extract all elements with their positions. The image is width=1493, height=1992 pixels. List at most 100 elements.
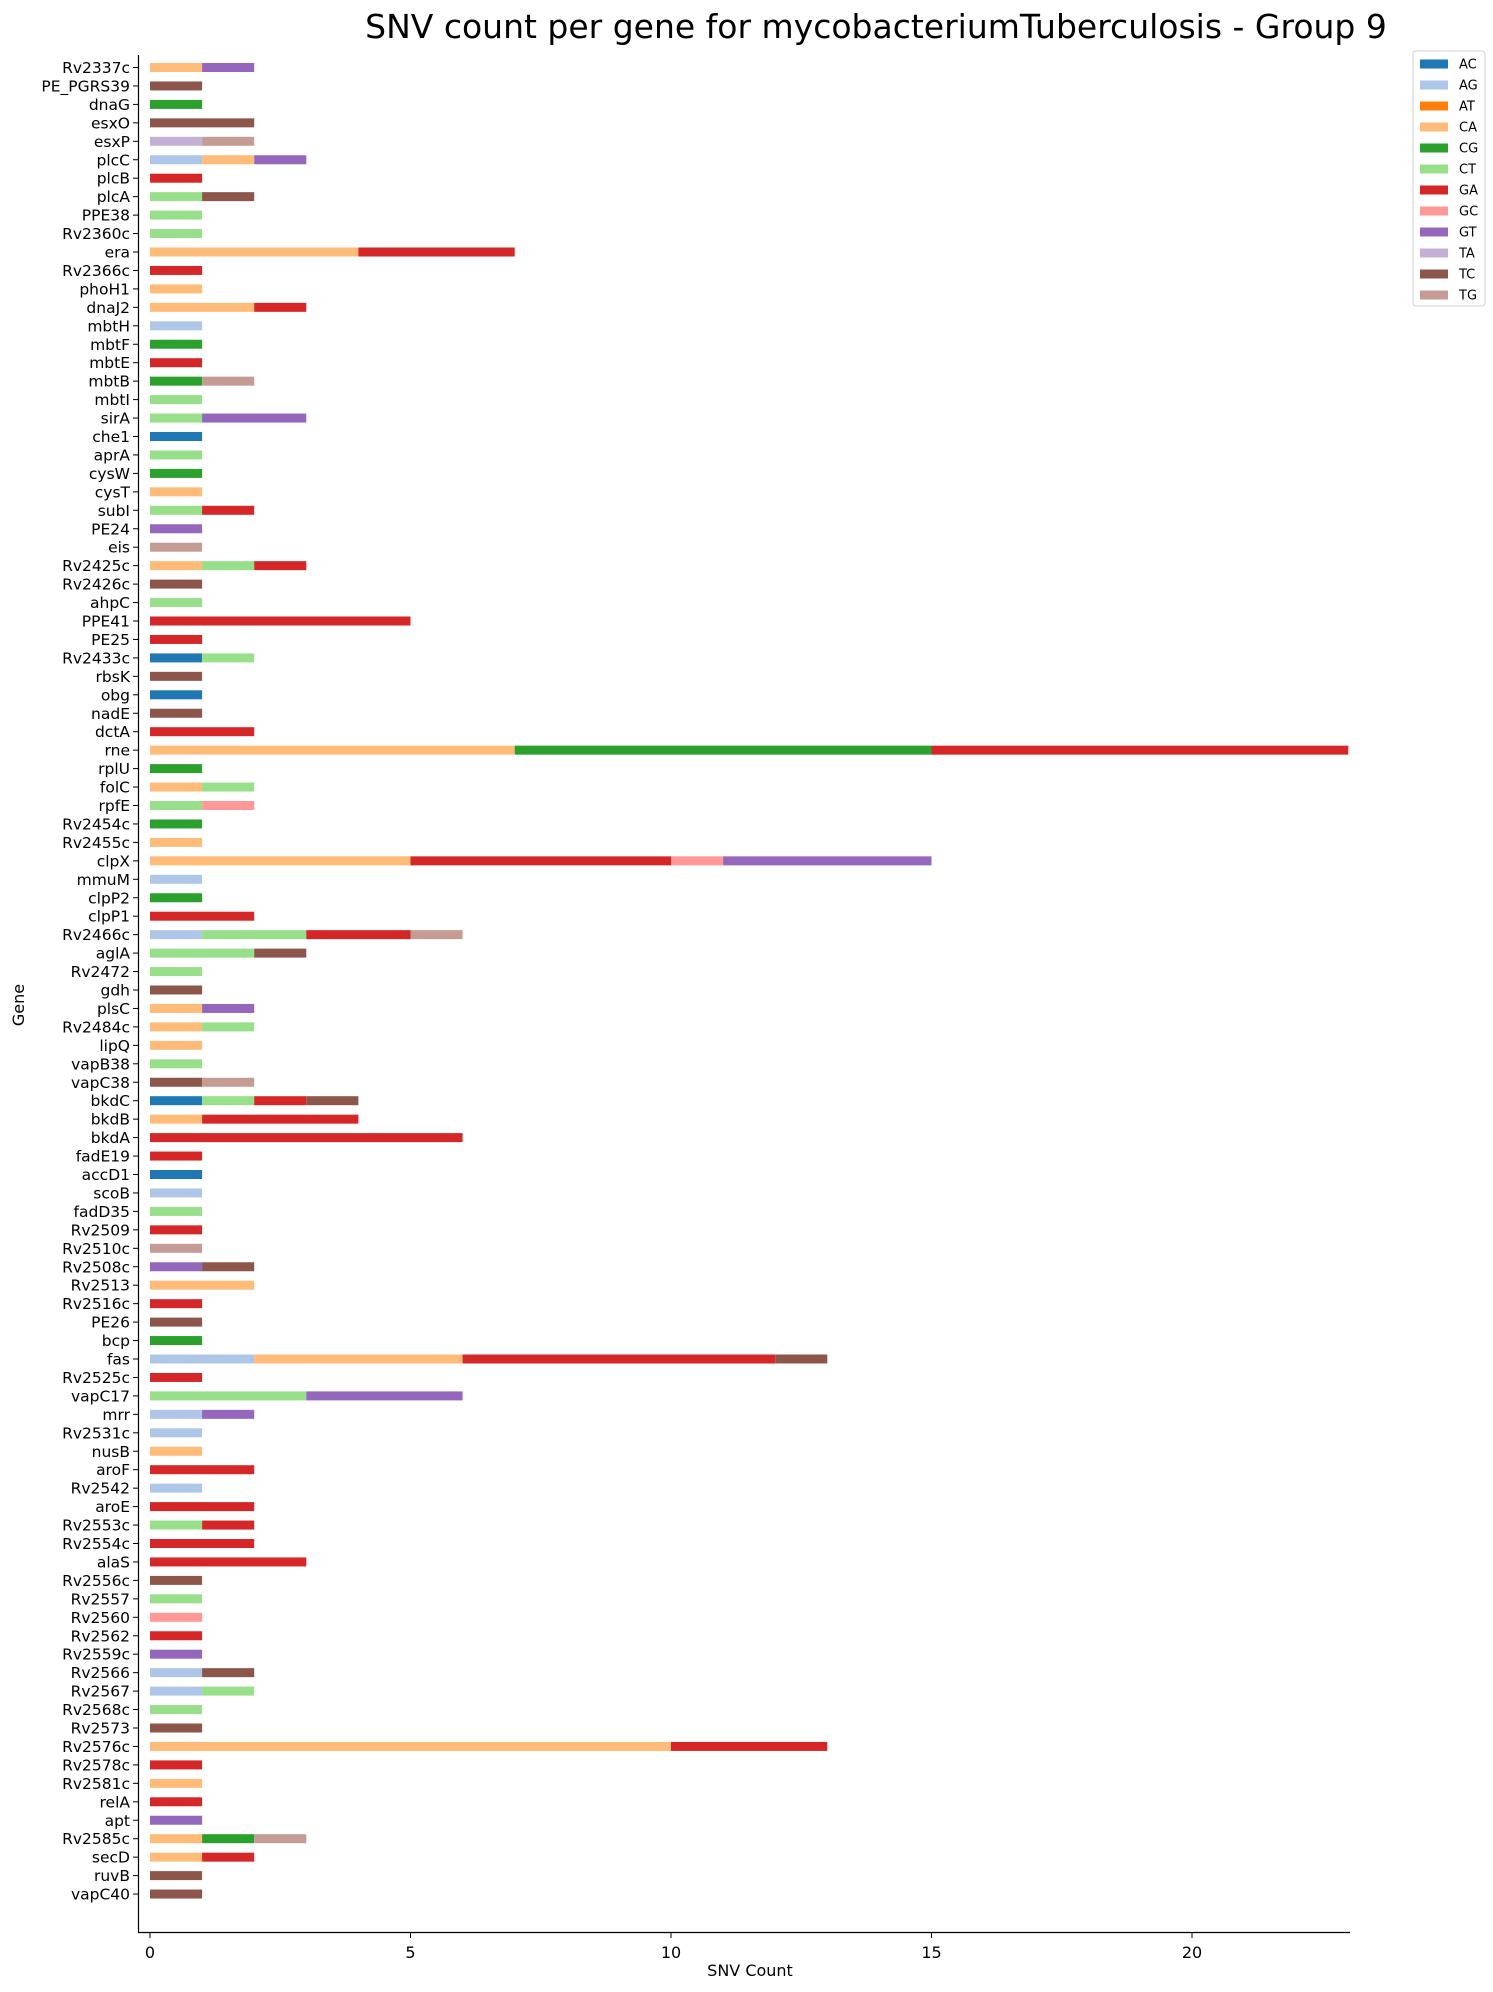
bar-segment-mbtE-GA: [150, 358, 203, 368]
y-tick-label: clpP1: [88, 908, 130, 926]
bar-segment-mbtB-CG: [150, 376, 203, 386]
bar-segment-cysT-CA: [150, 487, 203, 497]
y-tick-label: Rv2566: [71, 1664, 130, 1682]
y-tick-label: PE26: [91, 1314, 130, 1332]
bar-segment-aroE-GA: [150, 1502, 255, 1512]
y-tick-label: Rv2513: [71, 1277, 130, 1295]
y-tick-label: apt: [105, 1812, 130, 1830]
y-tick-label: PE25: [91, 631, 130, 649]
y-tick-label: Rv2516c: [62, 1295, 130, 1313]
y-tick-label: sirA: [101, 410, 131, 428]
bar-segment-phoH1-CA: [150, 284, 203, 294]
y-tick-label: accD1: [82, 1166, 130, 1184]
bar-segment-Rv2531c-AG: [150, 1428, 203, 1438]
bar-segment-plcA-TC: [202, 192, 255, 202]
bar-segment-fadE19-GA: [150, 1151, 203, 1161]
bar-segment-nadE-TC: [150, 708, 203, 718]
bar-segment-vapC40-TC: [150, 1889, 203, 1899]
y-tick-label: mmuM: [77, 871, 130, 889]
bar-segment-Rv2425c-GA: [254, 561, 307, 571]
bar-segment-Rv2573-TC: [150, 1723, 203, 1733]
bar-segment-Rv2576c-CA: [150, 1741, 671, 1751]
y-tick-label: vapC38: [71, 1074, 130, 1092]
y-tick-label: cysT: [95, 483, 131, 501]
y-tick-label: vapC17: [71, 1387, 130, 1405]
y-tick-label: scoB: [93, 1184, 130, 1202]
bar-segment-fadD35-CT: [150, 1206, 203, 1216]
y-tick-label: Rv2337c: [62, 59, 130, 77]
y-tick-label: dnaG: [89, 96, 130, 114]
bar-segment-Rv2516c-GA: [150, 1299, 203, 1309]
bar-segment-folC-CT: [202, 782, 255, 792]
y-tick-label: Rv2366c: [62, 262, 130, 280]
bar-segment-PPE38-CT: [150, 210, 203, 220]
y-tick-label: era: [105, 244, 130, 262]
y-axis-ticks: Rv2337cPE_PGRS39dnaGesxOesxPplcCplcBplcA…: [41, 59, 138, 1904]
bar-segment-dnaJ2-CA: [150, 302, 255, 312]
y-tick-label: bcp: [102, 1332, 130, 1350]
bar-segment-Rv2553c-CT: [150, 1520, 203, 1530]
bar-segment-aprA-CT: [150, 450, 203, 460]
y-tick-label: esxP: [94, 133, 130, 151]
bar-segment-fas-TC: [775, 1354, 828, 1364]
y-tick-label: mbtI: [94, 391, 130, 409]
y-tick-label: clpP2: [88, 889, 130, 907]
legend-swatch-AC: [1420, 59, 1448, 69]
legend-label-GA: GA: [1459, 184, 1478, 199]
bar-segment-Rv2426c-TC: [150, 579, 203, 589]
bar-segment-secD-CA: [150, 1852, 203, 1862]
bar-segment-Rv2542-AG: [150, 1483, 203, 1493]
y-tick-label: rplU: [98, 760, 130, 778]
bar-segment-Rv2466c-AG: [150, 930, 203, 940]
bar-segment-Rv2513-CA: [150, 1280, 255, 1290]
y-tick-label: folC: [100, 779, 130, 797]
x-axis-label: SNV Count: [707, 1961, 793, 1980]
bar-segment-nusB-CA: [150, 1446, 203, 1456]
y-axis-label: Gene: [9, 984, 28, 1026]
y-tick-label: ruvB: [94, 1867, 130, 1885]
bar-segment-Rv2566-TC: [202, 1668, 255, 1678]
bar-segment-eis-TG: [150, 542, 203, 552]
bar-segment-rpfE-CT: [150, 801, 203, 810]
y-tick-label: dctA: [95, 723, 130, 741]
y-tick-label: vapB38: [71, 1055, 130, 1073]
bar-segment-Rv2472-CT: [150, 967, 203, 977]
bar-segment-Rv2585c-CG: [202, 1834, 255, 1844]
y-tick-label: nadE: [91, 705, 130, 723]
y-tick-label: mbtF: [90, 336, 130, 354]
bar-segment-rplU-CG: [150, 764, 203, 774]
bar-segment-clpX-CA: [150, 856, 411, 866]
y-tick-label: bkdA: [91, 1129, 131, 1147]
x-tick-label: 0: [145, 1943, 155, 1962]
bar-segment-cysW-CG: [150, 468, 203, 478]
bar-segment-Rv2360c-CT: [150, 229, 203, 239]
bar-segment-che1-AC: [150, 432, 203, 441]
y-tick-label: Rv2466c: [62, 926, 130, 944]
y-tick-label: rbsK: [96, 668, 131, 686]
bar-segment-Rv2508c-TC: [202, 1262, 255, 1272]
bar-segment-rne-GA: [931, 745, 1349, 755]
bar-segment-bkdB-GA: [202, 1114, 359, 1124]
bar-segment-mbtI-CT: [150, 395, 203, 405]
bar-segment-Rv2455c-CA: [150, 837, 203, 847]
bar-segment-bcp-CG: [150, 1336, 203, 1346]
y-tick-label: Rv2554c: [62, 1535, 130, 1553]
bar-segment-Rv2466c-CT: [202, 930, 307, 940]
legend-swatch-GA: [1420, 185, 1448, 195]
y-tick-label: Rv2559c: [62, 1646, 130, 1664]
bar-segment-apt-GT: [150, 1815, 203, 1825]
y-tick-label: fas: [107, 1351, 130, 1369]
bar-segment-bkdA-GA: [150, 1133, 463, 1143]
bar-segment-esxP-TA: [150, 136, 203, 146]
legend-label-TA: TA: [1458, 247, 1475, 262]
y-tick-label: Rv2454c: [62, 815, 130, 833]
legend-label-CG: CG: [1459, 142, 1478, 157]
legend-label-GT: GT: [1459, 226, 1477, 241]
bar-segment-bkdC-TC: [306, 1096, 359, 1106]
bar-segment-Rv2508c-GT: [150, 1262, 203, 1272]
bar-segment-rpfE-GC: [202, 801, 255, 810]
y-tick-label: aglA: [96, 945, 131, 963]
bar-segment-Rv2509-GA: [150, 1225, 203, 1235]
bar-segment-Rv2366c-GA: [150, 265, 203, 275]
bar-segment-Rv2568c-CT: [150, 1705, 203, 1715]
